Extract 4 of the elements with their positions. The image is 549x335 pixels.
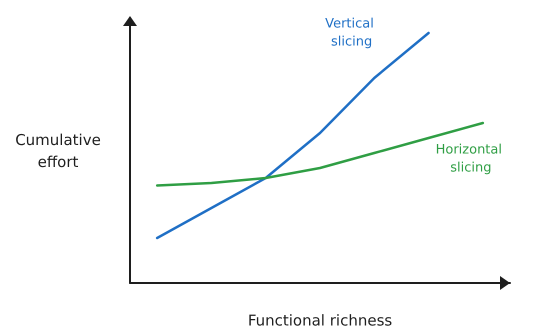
- series-label: Vertical slicing: [325, 16, 378, 50]
- x-axis-title: Functional richness: [248, 312, 392, 330]
- y-axis-title: Cumulative effort: [14, 130, 102, 172]
- series-label: Horizontal slicing: [436, 142, 506, 176]
